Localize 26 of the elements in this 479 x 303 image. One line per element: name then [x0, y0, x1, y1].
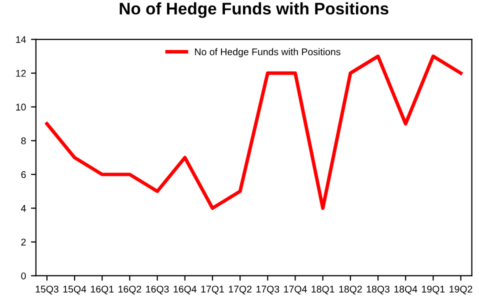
x-tick-label: 15Q3 — [36, 286, 58, 294]
x-tick-label: 19Q1 — [422, 286, 445, 294]
x-tick-label: 18Q3 — [366, 286, 390, 294]
x-tick-label: 16Q2 — [118, 286, 142, 294]
x-tick-label: 17Q1 — [201, 286, 224, 294]
y-tick-label: 4 — [21, 205, 26, 212]
y-tick-label: 14 — [16, 36, 26, 43]
y-tick-label: 12 — [16, 70, 26, 77]
y-tick-label: 8 — [21, 137, 26, 144]
x-tick-label: 19Q2 — [450, 286, 472, 294]
x-tick-label: 18Q1 — [312, 286, 334, 294]
x-tick-label: 15Q4 — [63, 286, 86, 294]
x-tick-label: 17Q2 — [228, 286, 252, 294]
y-tick-label: 0 — [21, 272, 26, 280]
legend-label: No of Hedge Funds with Positions — [195, 48, 340, 58]
y-tick-label: 6 — [21, 171, 26, 178]
x-tick-label: 17Q4 — [284, 286, 307, 294]
x-tick-label: 16Q1 — [90, 286, 114, 294]
x-tick-label: 16Q3 — [146, 286, 169, 294]
x-tick-label: 18Q4 — [394, 286, 418, 294]
y-tick-label: 2 — [21, 238, 26, 246]
x-tick-label: 17Q3 — [256, 286, 280, 294]
chart-title: No of Hedge Funds with Positions — [120, 2, 388, 18]
x-tick-label: 18Q2 — [339, 286, 362, 294]
x-tick-label: 16Q4 — [174, 286, 197, 294]
y-tick-label: 10 — [16, 104, 26, 111]
